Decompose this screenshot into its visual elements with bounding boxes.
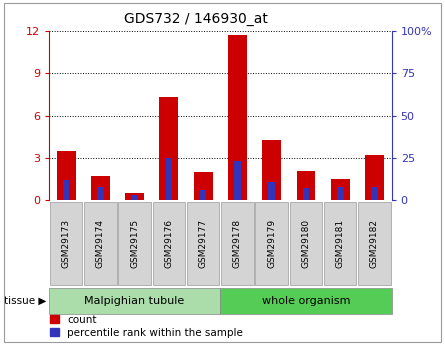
Text: GSM29175: GSM29175 xyxy=(130,219,139,268)
Bar xyxy=(131,195,138,200)
Text: GSM29178: GSM29178 xyxy=(233,219,242,268)
Text: GSM29173: GSM29173 xyxy=(61,219,71,268)
Text: GSM29182: GSM29182 xyxy=(370,219,379,268)
Bar xyxy=(365,155,384,200)
Bar xyxy=(91,176,110,200)
Bar xyxy=(194,172,213,200)
Bar xyxy=(63,180,69,200)
Bar xyxy=(125,193,144,200)
Bar xyxy=(331,179,350,200)
Text: whole organism: whole organism xyxy=(262,296,350,306)
Bar xyxy=(268,181,275,200)
Bar xyxy=(166,158,172,200)
Bar xyxy=(57,151,76,200)
Text: GDS732 / 146930_at: GDS732 / 146930_at xyxy=(124,12,268,26)
Text: GSM29176: GSM29176 xyxy=(164,219,174,268)
Bar xyxy=(296,170,316,200)
Bar xyxy=(371,187,378,200)
Text: Malpighian tubule: Malpighian tubule xyxy=(85,296,185,306)
Bar xyxy=(97,187,104,200)
Bar xyxy=(234,161,241,200)
Bar xyxy=(337,187,344,200)
Bar xyxy=(159,97,178,200)
Text: GSM29181: GSM29181 xyxy=(336,219,345,268)
Bar xyxy=(303,188,309,200)
Text: GSM29177: GSM29177 xyxy=(198,219,208,268)
Text: GSM29174: GSM29174 xyxy=(96,219,105,268)
Legend: count, percentile rank within the sample: count, percentile rank within the sample xyxy=(50,315,243,338)
Text: tissue ▶: tissue ▶ xyxy=(4,296,47,306)
Bar xyxy=(228,35,247,200)
Text: GSM29180: GSM29180 xyxy=(301,219,311,268)
Text: GSM29179: GSM29179 xyxy=(267,219,276,268)
Bar xyxy=(200,190,206,200)
Bar xyxy=(262,139,281,200)
